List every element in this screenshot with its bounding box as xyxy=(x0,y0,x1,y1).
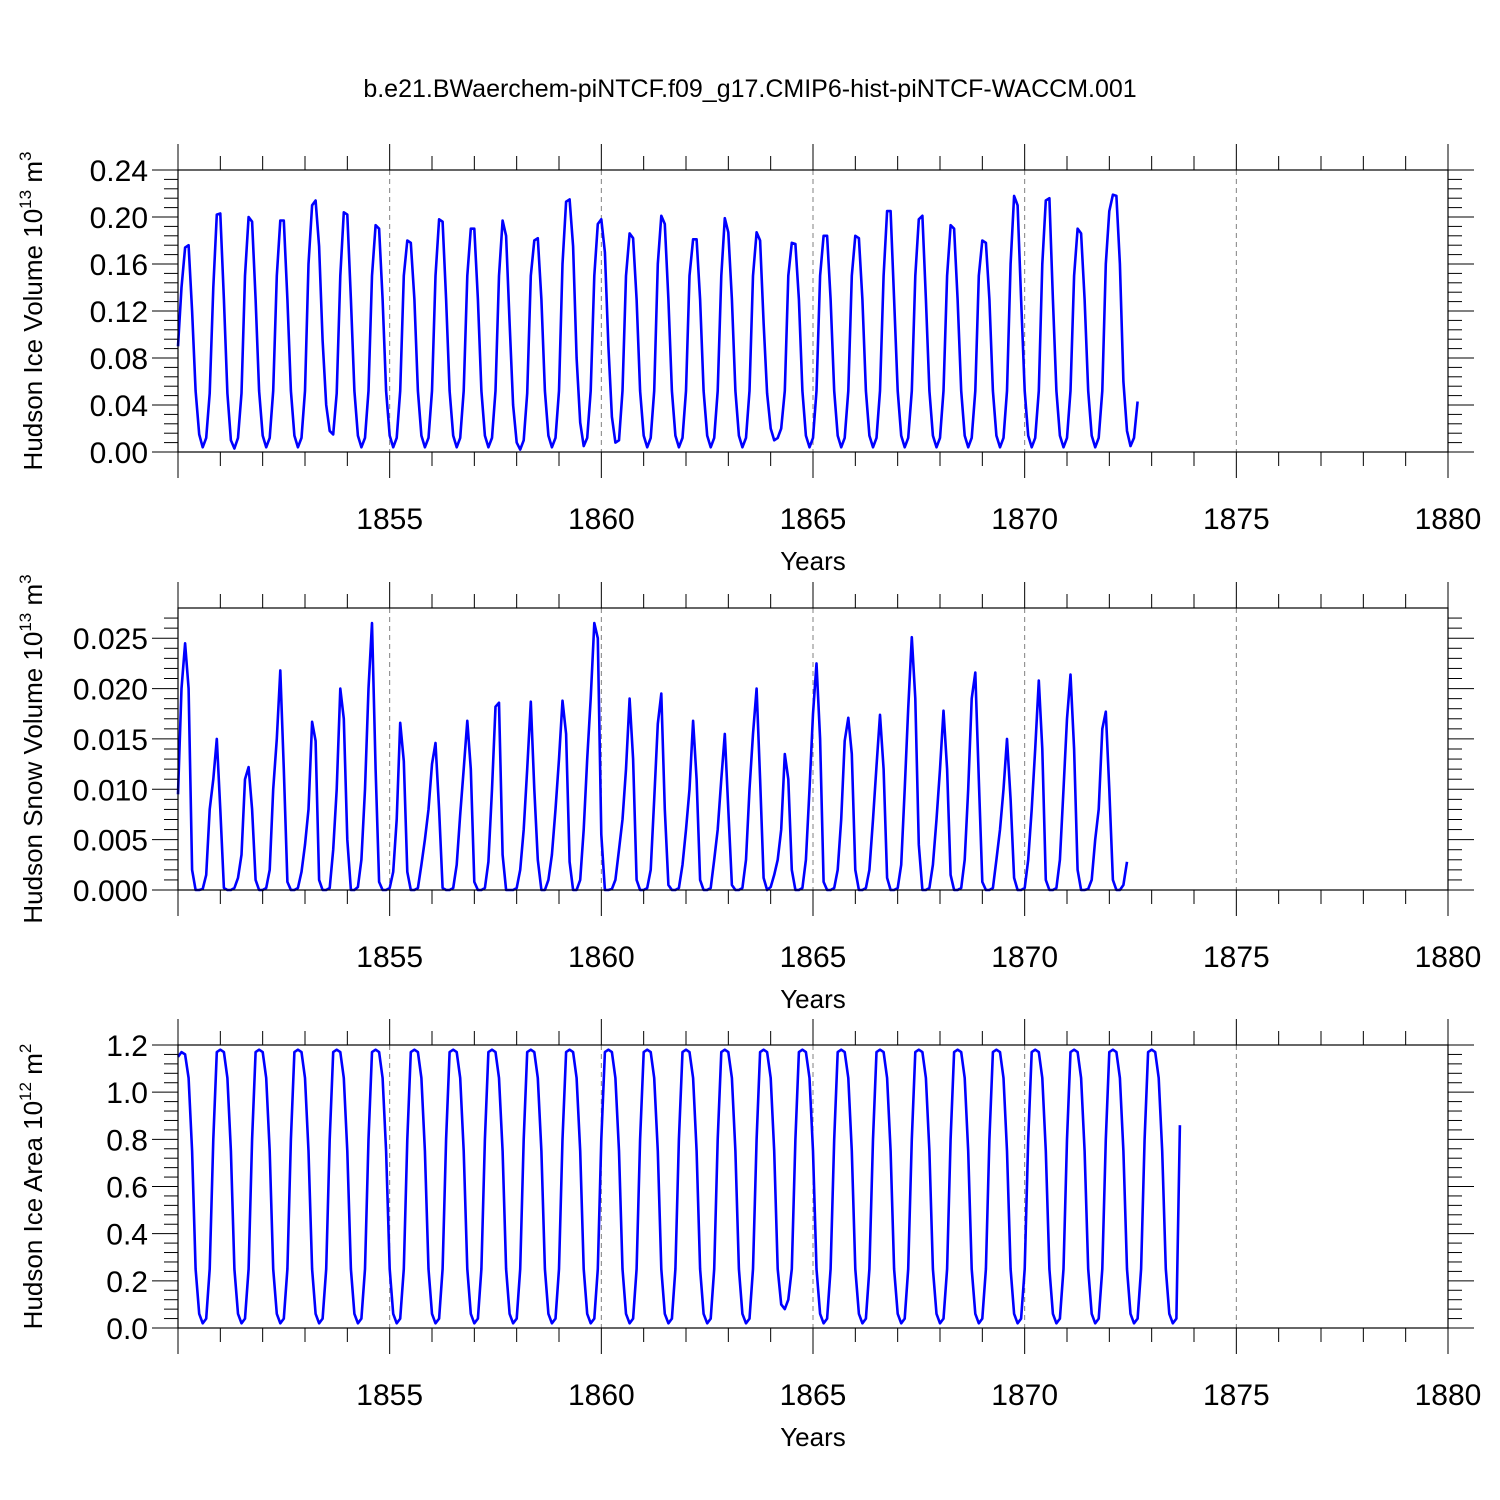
x-tick-label: 1875 xyxy=(1203,941,1270,974)
y-tick-label: 0.24 xyxy=(90,155,148,188)
y-tick-label: 0.005 xyxy=(73,825,148,858)
series-line xyxy=(176,1048,1182,1325)
x-tick-label: 1855 xyxy=(356,1379,423,1412)
y-tick-label: 0.16 xyxy=(90,249,148,282)
x-tick-label: 1860 xyxy=(568,941,635,974)
x-tick-label: 1855 xyxy=(356,503,423,536)
y-tick-label: 0.2 xyxy=(106,1266,148,1299)
y-axis-label: Hudson Ice Area 1012 m2 xyxy=(16,1044,48,1330)
plot-frame xyxy=(177,607,1449,891)
panel-snow-volume: 0.000 0.005 0.010 0.015 0.020 0.025 1855 1860 18… xyxy=(16,574,1481,1014)
x-tick-label: 1880 xyxy=(1415,1379,1482,1412)
y-tick-label: 0.010 xyxy=(73,774,148,807)
y-tick-label: 0.8 xyxy=(106,1124,148,1157)
y-tick-label: 0.12 xyxy=(90,296,148,329)
y-tick-label: 0.000 xyxy=(73,875,148,908)
x-axis-label: Years xyxy=(780,546,846,576)
y-tick-label: 0.04 xyxy=(90,390,148,423)
y-axis-label: Hudson Snow Volume 1013 m3 xyxy=(16,574,48,923)
x-tick-label: 1870 xyxy=(991,1379,1058,1412)
y-tick-label: 0.00 xyxy=(90,437,148,470)
y-tick-label: 1.2 xyxy=(106,1030,148,1063)
y-tick-label: 0.20 xyxy=(90,202,148,235)
y-tick-label: 0.0 xyxy=(106,1313,148,1346)
x-axis-label: Years xyxy=(780,1422,846,1452)
x-tick-label: 1875 xyxy=(1203,1379,1270,1412)
x-tick-label: 1860 xyxy=(568,503,635,536)
x-tick-label: 1870 xyxy=(991,941,1058,974)
figure-title: b.e21.BWaerchem-piNTCF.f09_g17.CMIP6-his… xyxy=(363,75,1136,103)
y-tick-label: 1.0 xyxy=(106,1077,148,1110)
y-tick-label: 0.020 xyxy=(73,674,148,707)
x-tick-label: 1870 xyxy=(991,503,1058,536)
y-tick-label: 0.08 xyxy=(90,343,148,376)
x-tick-label: 1880 xyxy=(1415,503,1482,536)
y-tick-label: 0.025 xyxy=(73,623,148,656)
x-tick-label: 1865 xyxy=(780,941,847,974)
x-tick-label: 1855 xyxy=(356,941,423,974)
series-line xyxy=(176,621,1129,892)
y-tick-label: 0.015 xyxy=(73,724,148,757)
series-line xyxy=(176,193,1139,451)
panel-ice-volume: 0.00 0.04 0.08 0.12 0.16 0.20 0.24 1855 1860 1865… xyxy=(16,144,1481,576)
y-tick-label: 0.4 xyxy=(106,1219,148,1252)
x-tick-label: 1860 xyxy=(568,1379,635,1412)
panel-ice-area: 0.0 0.2 0.4 0.6 0.8 1.0 1.2 1855 1860 1865 1870 187… xyxy=(16,1019,1481,1452)
x-tick-label: 1880 xyxy=(1415,941,1482,974)
y-axis-label: Hudson Ice Volume 1013 m3 xyxy=(16,152,48,471)
x-axis-label: Years xyxy=(780,984,846,1014)
x-tick-label: 1865 xyxy=(780,503,847,536)
x-tick-label: 1875 xyxy=(1203,503,1270,536)
x-tick-label: 1865 xyxy=(780,1379,847,1412)
plot-frame xyxy=(177,169,1449,453)
y-tick-label: 0.6 xyxy=(106,1172,148,1205)
